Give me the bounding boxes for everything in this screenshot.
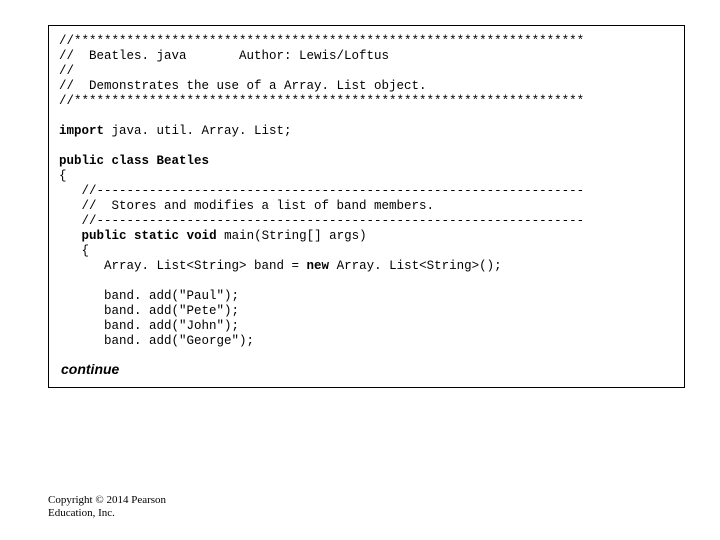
code-text bbox=[59, 229, 82, 243]
code-line: //**************************************… bbox=[59, 94, 674, 109]
code-line: public static void main(String[] args) bbox=[59, 229, 674, 244]
code-text: Array. List<String> band = bbox=[59, 259, 307, 273]
code-line bbox=[59, 139, 674, 154]
copyright-text: Copyright © 2014 Pearson Education, Inc. bbox=[48, 494, 166, 520]
code-line: //--------------------------------------… bbox=[59, 214, 674, 229]
code-line: band. add("Pete"); bbox=[59, 304, 674, 319]
code-line: band. add("George"); bbox=[59, 334, 674, 349]
code-line bbox=[59, 109, 674, 124]
keyword-public: public bbox=[59, 154, 104, 168]
copyright-line: Education, Inc. bbox=[48, 507, 166, 520]
code-line: // bbox=[59, 64, 674, 79]
copyright-line: Copyright © 2014 Pearson bbox=[48, 494, 166, 507]
code-text: java. util. Array. List; bbox=[104, 124, 292, 138]
code-line: Array. List<String> band = new Array. Li… bbox=[59, 259, 674, 274]
keyword-new: new bbox=[307, 259, 330, 273]
keyword-static: static bbox=[134, 229, 179, 243]
keyword-import: import bbox=[59, 124, 104, 138]
keyword-class: class bbox=[112, 154, 150, 168]
code-line: import java. util. Array. List; bbox=[59, 124, 674, 139]
code-text: Array. List<String>(); bbox=[329, 259, 502, 273]
code-line: // Stores and modifies a list of band me… bbox=[59, 199, 674, 214]
code-line: //--------------------------------------… bbox=[59, 184, 674, 199]
code-line: band. add("Paul"); bbox=[59, 289, 674, 304]
keyword-void: void bbox=[187, 229, 217, 243]
continue-label: continue bbox=[61, 361, 674, 377]
code-container: //**************************************… bbox=[48, 25, 685, 388]
code-line: { bbox=[59, 244, 674, 259]
code-line: band. add("John"); bbox=[59, 319, 674, 334]
code-line: // Demonstrates the use of a Array. List… bbox=[59, 79, 674, 94]
code-line bbox=[59, 274, 674, 289]
code-line: public class Beatles bbox=[59, 154, 674, 169]
code-line: { bbox=[59, 169, 674, 184]
code-line: //**************************************… bbox=[59, 34, 674, 49]
class-name: Beatles bbox=[149, 154, 209, 168]
code-line: // Beatles. java Author: Lewis/Loftus bbox=[59, 49, 674, 64]
keyword-public: public bbox=[82, 229, 127, 243]
code-text: main(String[] args) bbox=[217, 229, 367, 243]
